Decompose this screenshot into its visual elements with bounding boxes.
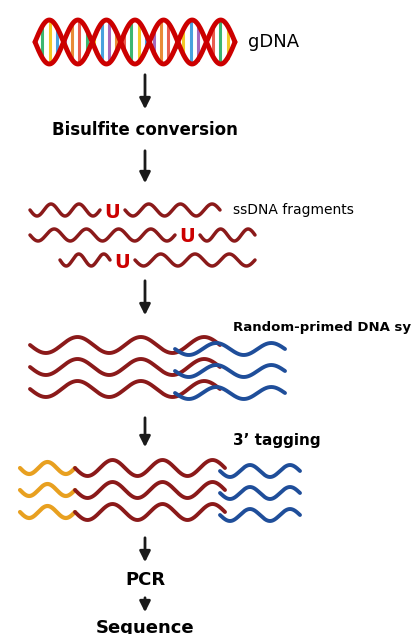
Text: U: U [114,252,130,271]
Text: Random-primed DNA synthesis: Random-primed DNA synthesis [233,321,412,335]
Text: Bisulfite conversion: Bisulfite conversion [52,121,238,139]
Text: ssDNA fragments: ssDNA fragments [233,203,354,217]
Text: PCR: PCR [125,571,165,589]
Text: 3’ tagging: 3’ tagging [233,432,321,448]
Text: U: U [104,202,120,221]
Text: U: U [179,228,195,247]
Text: Sequence: Sequence [96,619,194,634]
Text: gDNA: gDNA [248,33,299,51]
